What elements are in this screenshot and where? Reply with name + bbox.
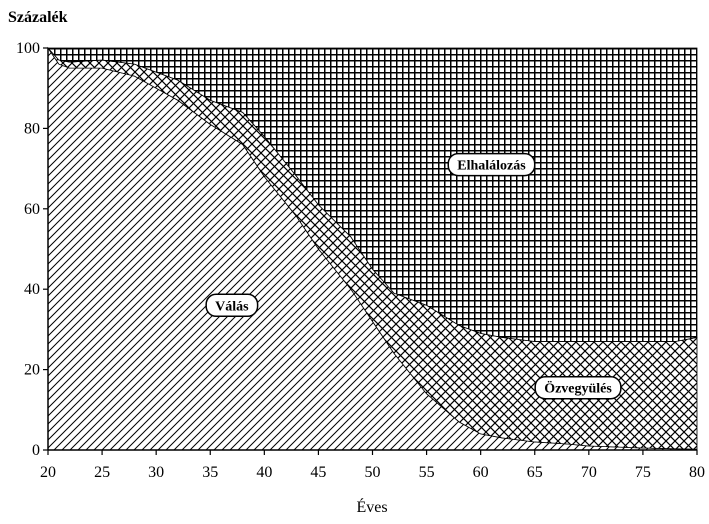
y-tick-label: 80 <box>24 120 40 137</box>
series-label-valas: Válás <box>205 293 259 318</box>
series-label-text: Elhalálozás <box>457 159 526 174</box>
x-tick-label: 60 <box>473 464 489 481</box>
series-label-ozvegyules: Özvegyülés <box>534 375 622 400</box>
series-label-box <box>205 293 259 318</box>
y-tick-label: 20 <box>24 362 40 379</box>
annotation-layer: Válás Elhalálozás Özvegyülés <box>205 152 622 400</box>
y-tick-label: 0 <box>32 442 40 459</box>
x-tick-label: 75 <box>635 464 651 481</box>
x-tick-label: 35 <box>202 464 218 481</box>
y-tick-label: 60 <box>24 201 40 218</box>
area-series-elhalalozas <box>47 47 698 342</box>
x-axis-label: Éves <box>356 497 387 516</box>
series-label-text: Válás <box>215 299 249 314</box>
x-tick-label: 50 <box>365 464 381 481</box>
y-tick-label: 100 <box>16 40 40 57</box>
x-tick-label: 20 <box>40 464 56 481</box>
x-tick-label: 30 <box>148 464 164 481</box>
x-tick-label: 65 <box>527 464 543 481</box>
y-axis-label: Százalék <box>8 9 68 26</box>
x-tick-label: 40 <box>256 464 272 481</box>
x-tick-label: 55 <box>419 464 435 481</box>
x-tick-label: 25 <box>94 464 110 481</box>
series-label-box <box>447 152 536 177</box>
series-label-elhalalozas: Elhalálozás <box>447 152 536 177</box>
x-tick-label: 80 <box>689 464 705 481</box>
series-label-text: Özvegyülés <box>544 380 612 397</box>
y-tick-label: 40 <box>24 281 40 298</box>
x-tick-label: 70 <box>581 464 597 481</box>
series-label-box <box>534 375 622 400</box>
x-tick-label: 45 <box>310 464 326 481</box>
